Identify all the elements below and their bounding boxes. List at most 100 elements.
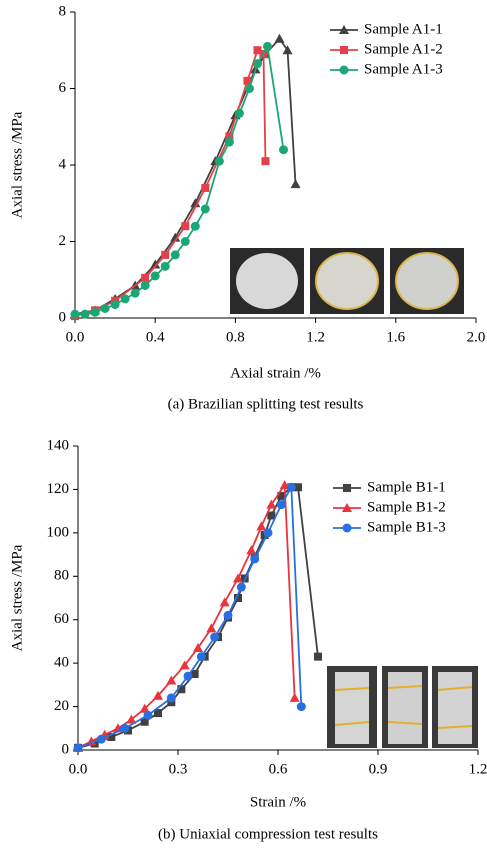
marker — [340, 46, 348, 54]
marker — [233, 573, 243, 583]
marker — [274, 33, 285, 43]
legend-label: Sample A1-3 — [364, 61, 443, 77]
x-tick-label: 1.2 — [469, 761, 487, 777]
marker — [126, 714, 137, 724]
marker — [160, 261, 170, 271]
y-tick-label: 6 — [59, 80, 67, 96]
marker — [289, 692, 300, 702]
legend-label: Sample B1-3 — [367, 519, 446, 535]
x-axis-label: Strain /% — [250, 794, 306, 810]
marker — [190, 670, 199, 678]
marker — [180, 237, 190, 246]
marker — [80, 309, 90, 319]
marker — [90, 307, 100, 317]
marker — [253, 46, 262, 55]
marker — [234, 108, 244, 118]
marker — [214, 156, 224, 166]
y-tick-label: 0 — [62, 741, 70, 757]
y-tick-label: 100 — [47, 524, 70, 540]
marker — [140, 717, 149, 726]
marker — [206, 623, 217, 633]
y-tick-label: 40 — [54, 655, 69, 671]
marker — [179, 660, 190, 670]
marker — [70, 309, 80, 319]
x-tick-label: 0.9 — [369, 761, 388, 777]
marker — [170, 232, 181, 242]
marker — [201, 183, 210, 192]
marker — [96, 734, 106, 744]
marker — [166, 675, 177, 685]
caption: (b) Uniaxial compression test results — [158, 826, 378, 842]
marker — [210, 632, 220, 642]
marker — [261, 157, 270, 166]
y-tick-label: 60 — [54, 611, 69, 627]
marker — [224, 137, 234, 147]
marker — [170, 250, 180, 260]
marker — [139, 703, 150, 713]
marker — [286, 482, 296, 492]
x-tick-label: 2.0 — [467, 329, 486, 345]
y-axis-label: Axial stress /MPa — [9, 111, 25, 218]
marker — [200, 204, 210, 214]
x-tick-label: 0.0 — [69, 761, 88, 777]
marker — [150, 259, 161, 269]
y-axis-label: Axial stress /MPa — [9, 544, 25, 651]
marker — [73, 743, 83, 753]
marker — [193, 642, 203, 652]
marker — [277, 491, 286, 500]
marker — [177, 685, 186, 694]
marker — [143, 710, 153, 720]
marker — [246, 545, 257, 555]
x-tick-label: 0.4 — [146, 329, 165, 345]
marker — [100, 303, 110, 313]
marker — [266, 499, 277, 509]
marker — [343, 484, 351, 492]
photos-b — [327, 666, 478, 748]
marker — [154, 709, 162, 718]
y-tick-label: 2 — [59, 233, 67, 249]
marker — [243, 76, 252, 85]
legend-label: Sample A1-1 — [364, 21, 443, 37]
legend-label: Sample B1-1 — [367, 479, 446, 495]
photos-a — [230, 248, 464, 314]
y-tick-label: 120 — [47, 481, 70, 497]
marker — [140, 280, 150, 290]
caption: (a) Brazilian splitting test results — [168, 396, 364, 412]
marker — [256, 521, 267, 531]
marker — [166, 693, 176, 703]
marker — [339, 65, 349, 75]
marker — [290, 179, 301, 189]
marker — [120, 294, 130, 304]
marker — [130, 288, 140, 298]
marker — [190, 221, 200, 231]
marker — [250, 554, 260, 564]
marker — [294, 483, 302, 492]
marker — [267, 511, 276, 520]
x-tick-label: 0.8 — [226, 329, 245, 345]
y-tick-label: 140 — [47, 437, 70, 453]
y-tick-label: 20 — [54, 698, 69, 714]
marker — [342, 523, 352, 533]
x-axis-label: Axial strain /% — [230, 365, 321, 381]
marker — [110, 300, 120, 310]
marker — [161, 250, 170, 259]
marker — [150, 271, 160, 281]
marker — [262, 41, 272, 51]
marker — [219, 597, 230, 607]
x-tick-label: 0.0 — [66, 329, 85, 345]
marker — [107, 732, 116, 741]
x-tick-label: 0.3 — [169, 761, 188, 777]
x-tick-label: 1.6 — [386, 329, 405, 345]
y-tick-label: 4 — [59, 156, 67, 172]
marker — [181, 222, 190, 231]
marker — [141, 273, 150, 282]
series-line — [77, 486, 319, 749]
x-tick-label: 0.6 — [269, 761, 288, 777]
marker — [234, 594, 242, 602]
marker — [252, 59, 262, 69]
marker — [120, 723, 130, 733]
x-tick-label: 1.2 — [306, 329, 325, 345]
marker — [314, 652, 322, 661]
marker — [276, 500, 286, 510]
